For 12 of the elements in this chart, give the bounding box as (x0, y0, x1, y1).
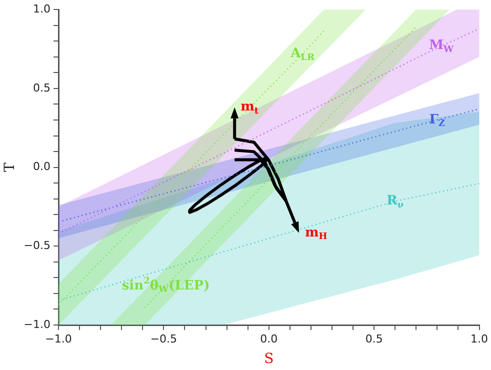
x-tick-label: −1.0 (45, 332, 72, 346)
x-tick-label: 0.0 (260, 332, 278, 346)
y-tick-label: 1.0 (33, 2, 51, 16)
x-axis-title: S (264, 351, 274, 368)
y-tick-label: 0.0 (33, 160, 51, 174)
y-tick-label: −1.0 (24, 318, 51, 331)
x-tick-label: 1.0 (470, 332, 488, 346)
y-axis-title: T (2, 162, 18, 172)
y-tick-label: −0.5 (24, 239, 51, 252)
x-tick-label: −0.5 (150, 332, 178, 346)
y-tick-label: 0.5 (33, 81, 51, 94)
x-tick-label: 0.5 (365, 332, 383, 346)
